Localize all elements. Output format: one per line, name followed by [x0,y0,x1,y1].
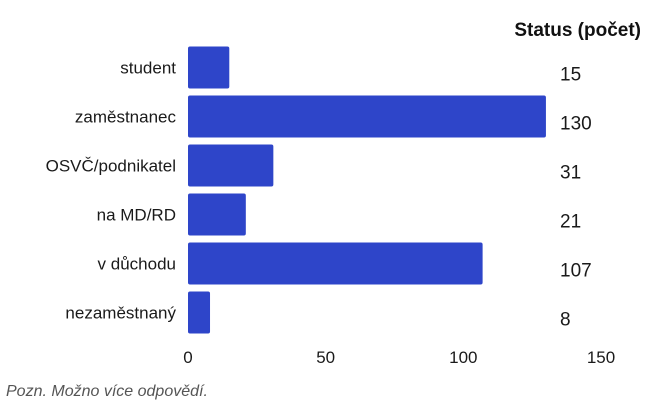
bar-1 [188,95,546,138]
bar-2 [188,144,274,187]
x-tick-label-1: 50 [316,348,335,367]
bar-4 [188,242,483,285]
footnote: Pozn. Možno více odpovědí. [6,383,208,400]
bar-5 [188,291,211,334]
category-label-3: na MD/RD [97,206,176,225]
category-labels: student zaměstnanec OSVČ/podnikatel na MD/R… [46,59,177,323]
value-labels: 15 130 31 21 107 8 [560,65,592,331]
bar-3 [188,193,246,236]
bar-0 [188,46,230,89]
value-label-1: 130 [560,114,592,135]
x-axis-ticks: 0 50 100 150 [183,348,615,367]
value-label-3: 21 [560,212,581,233]
category-label-4: v důchodu [98,255,176,274]
x-tick-label-3: 150 [587,348,615,367]
value-label-0: 15 [560,65,581,86]
category-label-1: zaměstnanec [75,108,177,127]
bars-layer [188,46,546,334]
value-label-2: 31 [560,163,581,184]
value-label-4: 107 [560,261,592,282]
x-tick-label-0: 0 [183,348,192,367]
category-label-5: nezaměstnaný [65,304,176,323]
value-label-5: 8 [560,310,571,331]
category-label-2: OSVČ/podnikatel [46,157,176,176]
x-tick-label-2: 100 [449,348,477,367]
category-label-0: student [120,59,176,78]
chart-title: Status (počet) [514,20,641,41]
